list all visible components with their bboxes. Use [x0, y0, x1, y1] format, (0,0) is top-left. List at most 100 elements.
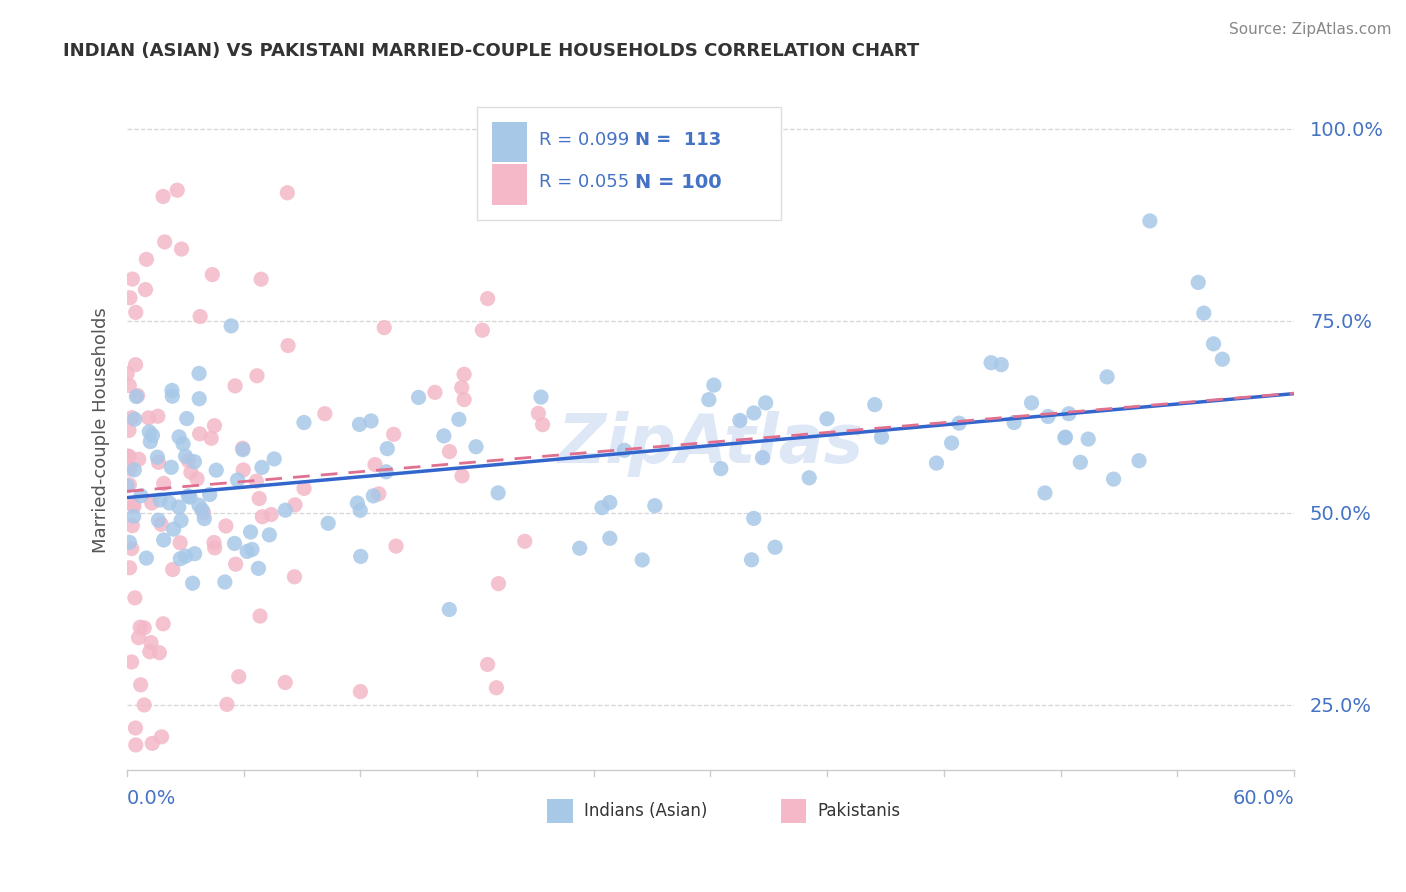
Point: [277, 338, 299, 352]
Point: [127, 388, 149, 402]
Point: [157, 496, 180, 510]
Point: [433, 429, 456, 443]
Point: [465, 440, 488, 454]
Point: [245, 474, 267, 488]
Text: INDIAN (ASIAN) VS PAKISTANI MARRIED-COUPLE HOUSEHOLDS CORRELATION CHART: INDIAN (ASIAN) VS PAKISTANI MARRIED-COUP…: [63, 42, 920, 60]
Point: [124, 591, 146, 605]
Y-axis label: Married-couple Households: Married-couple Households: [93, 308, 110, 553]
Point: [170, 242, 193, 256]
Point: [148, 455, 170, 469]
Point: [128, 631, 150, 645]
Point: [249, 609, 271, 624]
Point: [349, 503, 371, 517]
Point: [527, 406, 550, 420]
Point: [148, 513, 170, 527]
Point: [815, 412, 838, 426]
Point: [1069, 455, 1091, 469]
Point: [292, 482, 315, 496]
FancyBboxPatch shape: [547, 799, 572, 823]
Point: [117, 367, 139, 381]
Point: [292, 416, 315, 430]
Point: [134, 698, 156, 712]
Point: [697, 392, 720, 407]
Point: [599, 531, 621, 545]
Point: [477, 292, 499, 306]
Point: [125, 738, 148, 752]
Point: [863, 398, 886, 412]
Point: [741, 553, 763, 567]
Point: [260, 508, 283, 522]
Point: [115, 479, 138, 493]
Point: [236, 544, 259, 558]
Point: [124, 358, 146, 372]
Point: [1211, 352, 1233, 367]
Point: [134, 283, 156, 297]
Point: [148, 646, 170, 660]
Point: [224, 379, 246, 393]
Point: [169, 536, 191, 550]
Point: [139, 434, 162, 449]
Point: [204, 541, 226, 555]
Point: [122, 500, 145, 514]
Text: ZipAtlas: ZipAtlas: [557, 411, 863, 477]
Text: R = 0.055: R = 0.055: [538, 173, 630, 191]
Point: [247, 491, 270, 506]
Point: [239, 524, 262, 539]
Point: [360, 414, 382, 428]
Point: [169, 551, 191, 566]
Point: [174, 449, 197, 463]
Point: [121, 655, 143, 669]
Point: [134, 621, 156, 635]
Text: 60.0%: 60.0%: [1232, 789, 1294, 808]
Point: [193, 511, 215, 525]
Point: [486, 486, 509, 500]
Point: [186, 472, 208, 486]
Point: [1033, 486, 1056, 500]
Point: [193, 506, 215, 520]
Point: [751, 450, 773, 465]
Point: [742, 511, 765, 525]
Point: [488, 576, 510, 591]
Point: [118, 424, 141, 438]
Point: [346, 496, 368, 510]
Point: [177, 454, 200, 468]
Point: [118, 477, 141, 491]
Point: [316, 516, 339, 531]
Point: [247, 561, 270, 575]
Point: [138, 425, 160, 439]
Point: [453, 368, 475, 382]
Point: [125, 305, 148, 319]
Point: [121, 410, 143, 425]
Point: [129, 620, 152, 634]
Point: [439, 444, 461, 458]
Point: [263, 451, 285, 466]
Point: [644, 499, 666, 513]
Point: [149, 493, 172, 508]
Text: 0.0%: 0.0%: [127, 789, 176, 808]
Point: [138, 410, 160, 425]
Point: [150, 517, 173, 532]
Point: [423, 385, 446, 400]
Point: [1095, 370, 1118, 384]
Point: [1202, 336, 1225, 351]
Point: [152, 616, 174, 631]
Point: [1053, 431, 1076, 445]
Point: [141, 428, 163, 442]
Point: [118, 378, 141, 392]
Point: [198, 487, 221, 501]
Point: [176, 411, 198, 425]
Point: [232, 441, 254, 455]
Point: [240, 542, 263, 557]
Point: [232, 442, 254, 457]
Point: [129, 489, 152, 503]
Point: [591, 500, 613, 515]
Point: [181, 576, 204, 591]
Point: [314, 407, 336, 421]
Point: [284, 498, 307, 512]
Point: [146, 450, 169, 465]
Point: [201, 268, 224, 282]
Point: [710, 461, 733, 475]
Point: [226, 473, 249, 487]
Point: [172, 437, 194, 451]
Point: [990, 358, 1012, 372]
